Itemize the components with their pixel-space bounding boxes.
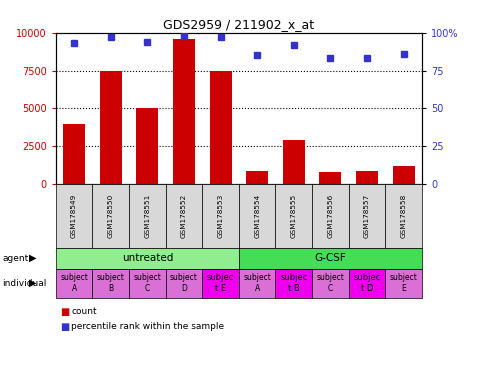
Bar <box>209 71 231 184</box>
Text: GSM178553: GSM178553 <box>217 194 223 238</box>
Bar <box>282 140 304 184</box>
Text: GSM178550: GSM178550 <box>107 194 113 238</box>
Text: subject
B: subject B <box>97 273 124 293</box>
Text: GSM178558: GSM178558 <box>400 194 406 238</box>
Text: subject
A: subject A <box>243 273 271 293</box>
Text: GSM178551: GSM178551 <box>144 194 150 238</box>
Text: G-CSF: G-CSF <box>314 253 346 263</box>
Text: subject
C: subject C <box>316 273 344 293</box>
Text: ▶: ▶ <box>29 278 36 288</box>
Bar <box>392 166 414 184</box>
Text: subject
A: subject A <box>60 273 88 293</box>
Text: individual: individual <box>2 279 46 288</box>
Text: ▶: ▶ <box>29 253 36 263</box>
Text: ■: ■ <box>60 307 70 317</box>
Text: GSM178554: GSM178554 <box>254 194 259 238</box>
Bar <box>319 172 341 184</box>
Text: count: count <box>71 307 97 316</box>
Text: subject
E: subject E <box>389 273 417 293</box>
Text: untreated: untreated <box>121 253 173 263</box>
Bar <box>136 109 158 184</box>
Title: GDS2959 / 211902_x_at: GDS2959 / 211902_x_at <box>163 18 314 31</box>
Text: subject
D: subject D <box>170 273 197 293</box>
Text: subjec
t B: subjec t B <box>280 273 307 293</box>
Text: GSM178556: GSM178556 <box>327 194 333 238</box>
Bar <box>355 170 377 184</box>
Text: percentile rank within the sample: percentile rank within the sample <box>71 322 224 331</box>
Bar <box>63 124 85 184</box>
Bar <box>100 71 121 184</box>
Text: subjec
t E: subjec t E <box>207 273 234 293</box>
Bar <box>173 39 195 184</box>
Text: GSM178552: GSM178552 <box>181 194 186 238</box>
Text: ■: ■ <box>60 322 70 332</box>
Text: GSM178549: GSM178549 <box>71 194 77 238</box>
Text: agent: agent <box>2 254 29 263</box>
Bar <box>246 170 268 184</box>
Text: subject
C: subject C <box>133 273 161 293</box>
Text: GSM178555: GSM178555 <box>290 194 296 238</box>
Text: subjec
t D: subjec t D <box>353 273 380 293</box>
Text: GSM178557: GSM178557 <box>363 194 369 238</box>
